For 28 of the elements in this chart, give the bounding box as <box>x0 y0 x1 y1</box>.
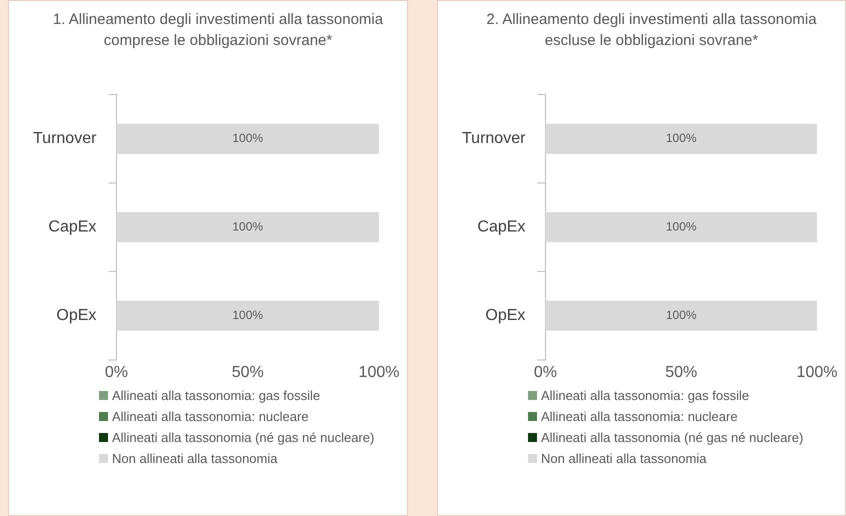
legend-label: Allineati alla tassonomia: gas fossile <box>541 388 750 403</box>
x-tick-label: 100% <box>796 364 838 381</box>
data-label: 100% <box>232 308 264 322</box>
chart-title: 2. Allineamento degli investimenti alla tassonomia escluse le obbligazioni sovrane* <box>485 10 818 51</box>
y-tick-label: CapEx <box>48 218 96 236</box>
x-tick-label: 100% <box>358 364 400 381</box>
x-tick-label: 50% <box>665 364 698 381</box>
data-label: 100% <box>232 131 264 146</box>
chart-title: 1. Allineamento degli investimenti alla tassonomia comprese le obbligazioni sovrane* <box>52 10 384 51</box>
y-tick-label: CapEx <box>477 218 526 236</box>
x-tick-label: 50% <box>232 364 264 381</box>
x-tick-label: 0% <box>104 364 128 381</box>
data-label: 100% <box>666 308 697 322</box>
data-label: 100% <box>666 220 697 234</box>
legend-label: Allineati alla tassonomia (né gas né nucleare) <box>112 430 374 445</box>
y-tick-label: Turnover <box>462 130 526 148</box>
legend-label: Non allineati alla tassonomia <box>112 451 278 466</box>
y-tick-label: OpEx <box>56 307 96 324</box>
data-label: 100% <box>666 131 697 146</box>
legend-label: Allineati alla tassonomia: nucleare <box>541 409 738 424</box>
legend-label: Allineati alla tassonomia: nucleare <box>112 409 309 424</box>
x-tick-label: 0% <box>534 364 557 381</box>
y-tick-label: OpEx <box>485 307 526 324</box>
legend-label: Non allineati alla tassonomia <box>541 451 706 466</box>
data-label: 100% <box>232 220 264 234</box>
y-tick-label: Turnover <box>32 130 98 148</box>
legend-label: Allineati alla tassonomia: gas fossile <box>112 388 320 403</box>
legend-label: Allineati alla tassonomia (né gas né nucleare) <box>541 430 804 445</box>
